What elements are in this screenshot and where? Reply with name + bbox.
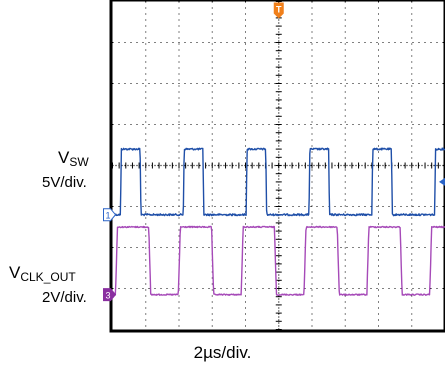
trigger-marker-shape <box>273 2 284 19</box>
channel-1-marker-text: 1 <box>105 211 110 221</box>
channel-1-scale: 5V/div. <box>42 174 87 191</box>
channel-3-scale: 2V/div. <box>42 289 87 306</box>
channel-3-marker-shape <box>103 288 117 302</box>
graticule <box>112 1 445 330</box>
channel-3-label: VCLK_OUT <box>9 263 76 284</box>
channel-markers: 1 3 T <box>103 2 445 302</box>
channel-3-marker: 3 <box>103 288 117 302</box>
trigger-marker-text: T <box>276 5 282 15</box>
channel-1-marker: 1 <box>103 208 117 222</box>
traces <box>111 147 445 296</box>
timebase-label: 2µs/div. <box>193 343 252 362</box>
channel-1-label: VSW <box>58 148 89 169</box>
trigger-marker: T <box>273 2 284 19</box>
channel-3-marker-text: 3 <box>105 291 110 301</box>
channel-3-trace <box>112 225 445 296</box>
trigger-level-arrow <box>439 177 445 186</box>
channel-1-trace <box>111 147 445 217</box>
channel-1-marker-shape <box>103 208 117 222</box>
